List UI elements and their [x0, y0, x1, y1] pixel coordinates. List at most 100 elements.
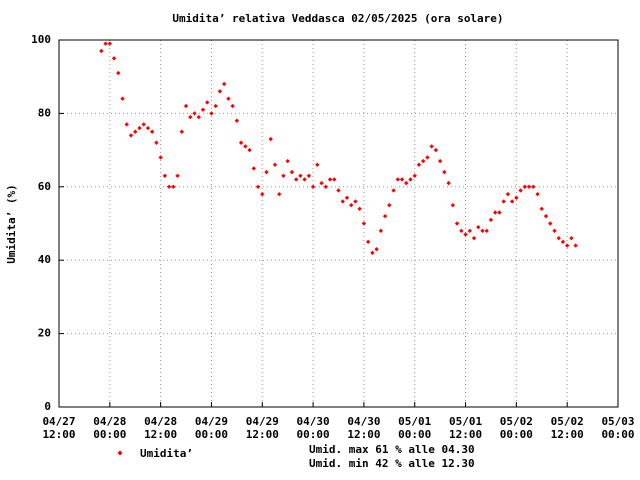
x-tick-label: 04/28 12:00 [144, 415, 178, 441]
point [370, 250, 375, 256]
point [492, 210, 498, 215]
point [365, 239, 371, 245]
point [526, 184, 532, 189]
annotation: Umid. min 42 % alle 12.30 [309, 457, 475, 470]
point [573, 243, 578, 248]
point [399, 177, 405, 182]
point [293, 177, 299, 182]
point [209, 111, 214, 116]
point [501, 199, 506, 204]
point [531, 184, 536, 189]
point [569, 235, 574, 241]
point [179, 129, 185, 134]
point [450, 202, 456, 208]
point [391, 188, 396, 193]
point [395, 177, 400, 182]
legend-marker [117, 450, 123, 456]
point [243, 144, 248, 149]
point [344, 195, 350, 201]
point [509, 199, 515, 204]
point [260, 191, 265, 197]
point [255, 184, 261, 189]
point [357, 206, 362, 212]
point [217, 89, 223, 94]
point [124, 122, 129, 127]
point [133, 129, 138, 134]
point [442, 169, 447, 175]
point [137, 125, 142, 131]
point [103, 41, 108, 46]
point [437, 158, 443, 164]
point [420, 158, 426, 164]
point [564, 243, 570, 248]
point [340, 199, 345, 204]
point [289, 169, 295, 175]
point [111, 56, 117, 61]
point [272, 162, 278, 167]
point [412, 173, 417, 178]
point [349, 202, 354, 208]
point [116, 70, 121, 76]
point [361, 221, 367, 226]
chart-title: Umidita’ relativa Veddasca 02/05/2025 (o… [172, 12, 503, 25]
y-tick-label: 20 [38, 327, 51, 340]
x-tick-label: 05/01 12:00 [448, 415, 483, 441]
y-tick-label: 100 [31, 33, 51, 46]
point [221, 81, 227, 87]
point [319, 180, 324, 186]
point [226, 96, 231, 101]
point [425, 155, 430, 160]
legend-label: Umidita’ [140, 447, 193, 460]
point [238, 140, 244, 145]
point [285, 158, 290, 164]
point [543, 213, 549, 219]
point [497, 210, 502, 215]
point [277, 191, 282, 197]
point [158, 155, 163, 160]
plot-frame [58, 39, 619, 408]
point [302, 177, 307, 182]
point [459, 228, 464, 234]
point [281, 173, 286, 178]
point [213, 103, 218, 109]
point [552, 228, 557, 234]
point [120, 96, 125, 101]
point [145, 125, 151, 131]
point [205, 100, 210, 105]
x-tick-label: 05/02 00:00 [499, 415, 533, 441]
point [480, 228, 485, 234]
x-tick-label: 04/30 12:00 [347, 415, 381, 441]
point [306, 173, 312, 178]
point [171, 184, 176, 189]
point [234, 118, 240, 123]
point [353, 199, 358, 204]
point [128, 133, 134, 138]
point [382, 213, 388, 219]
point [332, 177, 337, 182]
point [522, 184, 528, 189]
point [336, 188, 341, 193]
point [548, 221, 553, 226]
point [454, 221, 460, 226]
point [162, 173, 168, 178]
point [446, 180, 451, 186]
point [429, 144, 434, 149]
point [183, 103, 189, 109]
point [514, 195, 519, 201]
point [560, 239, 566, 245]
point [387, 202, 392, 208]
point [471, 235, 477, 241]
point [99, 48, 104, 54]
point [539, 206, 544, 212]
point [149, 129, 155, 134]
point [505, 191, 511, 197]
x-tick-label: 04/27 12:00 [42, 415, 76, 441]
point [247, 147, 252, 153]
x-tick-label: 05/01 00:00 [398, 415, 432, 441]
point [404, 180, 409, 186]
point [408, 177, 413, 182]
x-tick-label: 05/03 00:00 [601, 415, 635, 441]
point [327, 177, 333, 182]
